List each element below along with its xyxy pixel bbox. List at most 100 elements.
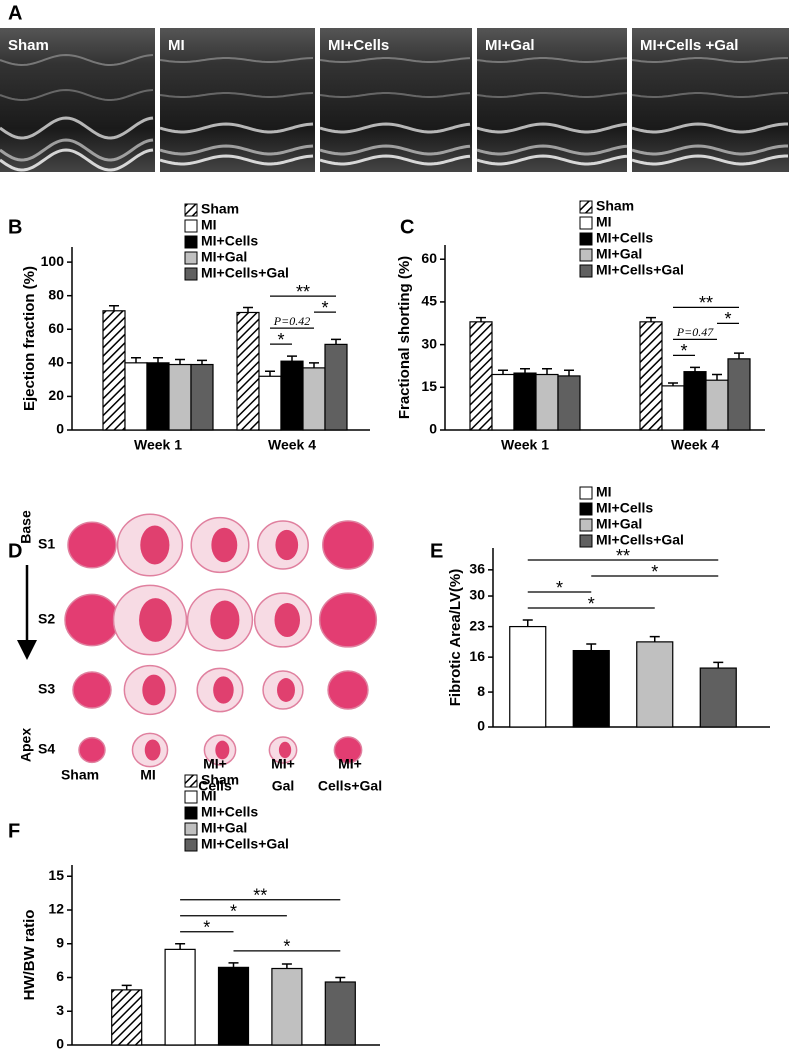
legend-swatch <box>184 790 198 804</box>
error-bar <box>197 359 207 365</box>
legend-swatch <box>184 203 198 217</box>
bar <box>683 371 707 431</box>
x-tick-label: Week 1 <box>501 437 549 453</box>
echo-label: MI <box>168 37 185 54</box>
y-tick-label: 30 <box>469 587 485 603</box>
echo-label: Sham <box>8 37 49 54</box>
legend-label: MI+Gal <box>201 249 247 265</box>
significance-label: * <box>321 298 328 318</box>
x-tick-label: Week 4 <box>268 437 316 453</box>
legend-swatch <box>579 518 593 532</box>
significance-label: P=0.42 <box>273 314 310 328</box>
echo-trace <box>0 148 154 172</box>
echo-trace <box>319 144 471 156</box>
echo-trace <box>631 144 788 156</box>
bar <box>509 625 547 728</box>
echo-label: MI+Cells +Gal <box>640 37 738 54</box>
bar <box>236 311 260 431</box>
heart-section-tissue <box>144 739 161 761</box>
error-bar <box>522 619 533 627</box>
heart-section-tissue <box>210 600 240 640</box>
panel-letter: F <box>8 820 20 842</box>
error-bar <box>175 943 186 950</box>
legend-label: MI <box>596 484 612 500</box>
legend-swatch <box>579 486 593 500</box>
group-label: MI+ <box>271 756 295 772</box>
echo-trace <box>631 57 788 63</box>
error-bar <box>586 643 597 651</box>
legend-label: MI+Cells <box>201 233 258 249</box>
y-tick-label: 8 <box>477 683 485 699</box>
significance-label: * <box>203 918 210 938</box>
y-tick-label: 0 <box>429 421 437 437</box>
echo-trace <box>319 57 471 63</box>
error-bar <box>668 382 678 386</box>
bar <box>324 343 348 431</box>
group-label: Sham <box>61 767 99 783</box>
heart-section-tissue <box>213 676 234 704</box>
error-bar <box>287 355 297 362</box>
error-bar <box>335 976 346 982</box>
echo-trace <box>159 92 314 98</box>
significance-label: ** <box>296 282 310 302</box>
bar <box>102 310 126 431</box>
y-tick-label: 100 <box>41 253 65 269</box>
group-label: MI <box>140 767 156 783</box>
bar <box>699 667 737 728</box>
legend-label: MI+Cells+Gal <box>596 262 684 278</box>
heart-section <box>72 671 112 709</box>
error-bar <box>109 305 119 311</box>
error-bar <box>281 963 292 969</box>
y-tick-label: 36 <box>469 561 485 577</box>
bar <box>258 375 282 431</box>
bar <box>124 362 148 431</box>
x-tick-label: Week 4 <box>671 437 719 453</box>
error-bar <box>309 362 319 368</box>
legend-swatch <box>579 248 593 262</box>
y-axis-label: HW/BW ratio <box>21 910 38 1001</box>
legend-swatch <box>579 232 593 246</box>
slice-label: S2 <box>38 611 55 627</box>
bar <box>572 649 610 728</box>
significance-label: * <box>556 578 563 598</box>
error-bar <box>121 984 132 990</box>
y-tick-label: 12 <box>48 901 64 917</box>
x-tick-label: Week 1 <box>134 437 182 453</box>
error-bar <box>734 352 744 359</box>
y-tick-label: 23 <box>469 617 485 633</box>
y-tick-label: 80 <box>48 286 64 302</box>
y-tick-label: 60 <box>421 250 437 266</box>
y-axis-label: Ejection fraction (%) <box>21 266 38 411</box>
bar <box>324 981 356 1046</box>
bar <box>164 948 196 1046</box>
legend-label: MI <box>201 788 217 804</box>
error-bar <box>331 338 341 345</box>
error-bar <box>564 369 574 376</box>
error-bar <box>649 635 660 642</box>
panel-letter: E <box>430 540 443 562</box>
legend-label: MI+Cells+Gal <box>596 532 684 548</box>
significance-label: ** <box>253 886 267 906</box>
heart-section <box>327 670 369 710</box>
legend-swatch <box>184 822 198 836</box>
echo-trace <box>476 92 628 98</box>
y-tick-label: 0 <box>56 421 64 437</box>
legend-label: MI <box>596 214 612 230</box>
echo-trace <box>159 122 314 134</box>
heart-section-tissue <box>215 740 230 760</box>
significance-label: * <box>588 594 595 614</box>
error-bar <box>712 373 722 381</box>
legend-swatch <box>184 774 198 788</box>
heart-section-tissue <box>142 674 166 706</box>
legend-label: MI+Cells <box>596 500 653 516</box>
echo-trace <box>159 144 314 156</box>
echo-trace <box>631 154 788 166</box>
significance-label: ** <box>699 293 713 313</box>
echo-trace <box>0 88 154 102</box>
legend-swatch <box>579 264 593 278</box>
echo-label: MI+Cells <box>328 37 389 54</box>
heart-section-tissue <box>211 527 238 563</box>
slice-label: S4 <box>38 741 55 757</box>
y-tick-label: 45 <box>421 293 437 309</box>
